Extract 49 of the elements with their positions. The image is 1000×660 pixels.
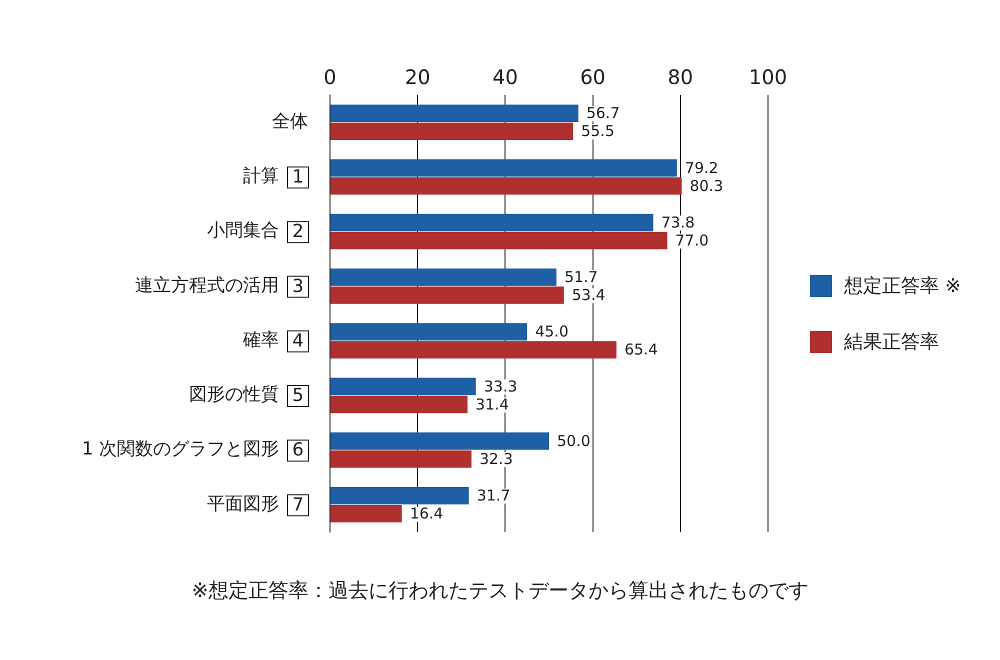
bar bbox=[330, 286, 564, 304]
data-label: 16.4 bbox=[410, 504, 444, 523]
y-tick-label: 全体 bbox=[272, 110, 308, 132]
data-label: 55.5 bbox=[581, 122, 614, 140]
x-tick-label: 100 bbox=[748, 65, 788, 90]
x-tick-label: 80 bbox=[668, 65, 694, 90]
bar bbox=[330, 268, 556, 286]
y-tick-label: 確率 4 bbox=[242, 329, 304, 352]
x-tick-label: 60 bbox=[580, 65, 606, 90]
x-tick-label: 0 bbox=[324, 65, 336, 90]
data-label: 73.8 bbox=[661, 213, 695, 232]
bar bbox=[330, 450, 472, 468]
bar bbox=[330, 378, 476, 396]
bar bbox=[330, 487, 469, 504]
x-tick-label: 40 bbox=[492, 65, 518, 90]
bar bbox=[330, 432, 549, 450]
data-label: 31.4 bbox=[476, 395, 509, 414]
data-label: 31.7 bbox=[476, 486, 510, 505]
text: ※想定正答率：過去に行われたテストデータから算出されたものです bbox=[192, 578, 808, 602]
data-label: 45.0 bbox=[535, 322, 569, 341]
data-label: 77.0 bbox=[675, 231, 709, 250]
bar bbox=[330, 177, 682, 195]
data-label: 53.4 bbox=[572, 286, 606, 304]
bar bbox=[330, 505, 402, 522]
data-label: 32.3 bbox=[479, 450, 513, 468]
bar bbox=[330, 232, 668, 250]
y-tick-label: 小問集合 2 bbox=[207, 220, 304, 242]
data-label: 50.0 bbox=[557, 432, 590, 450]
y-tick-label: 計算 1 bbox=[243, 166, 304, 188]
bar bbox=[330, 396, 468, 414]
y-tick-label: 平面図形 7 bbox=[207, 493, 304, 516]
data-label: 56.7 bbox=[586, 104, 620, 122]
bar bbox=[330, 122, 574, 140]
data-label: 79.2 bbox=[684, 158, 718, 177]
data-label: 80.3 bbox=[690, 176, 724, 195]
bar bbox=[330, 159, 677, 177]
data-label: 51.7 bbox=[564, 268, 598, 286]
data-label: 33.3 bbox=[484, 377, 518, 396]
y-tick-label: 図形の性質 5 bbox=[189, 384, 304, 406]
bar bbox=[330, 323, 528, 340]
legend-label: 想定正答率 ※ bbox=[844, 274, 961, 298]
bar bbox=[330, 104, 578, 122]
y-tick-label: 連立方程式の活用 3 bbox=[135, 274, 304, 297]
data-label: 65.4 bbox=[624, 340, 658, 359]
bar bbox=[330, 341, 616, 358]
bar bbox=[330, 214, 654, 232]
x-tick-label: 20 bbox=[404, 65, 430, 90]
y-tick-label: 1 次関数のグラフと図形 6 bbox=[82, 438, 304, 461]
legend-label: 結果正答率 bbox=[844, 330, 939, 354]
